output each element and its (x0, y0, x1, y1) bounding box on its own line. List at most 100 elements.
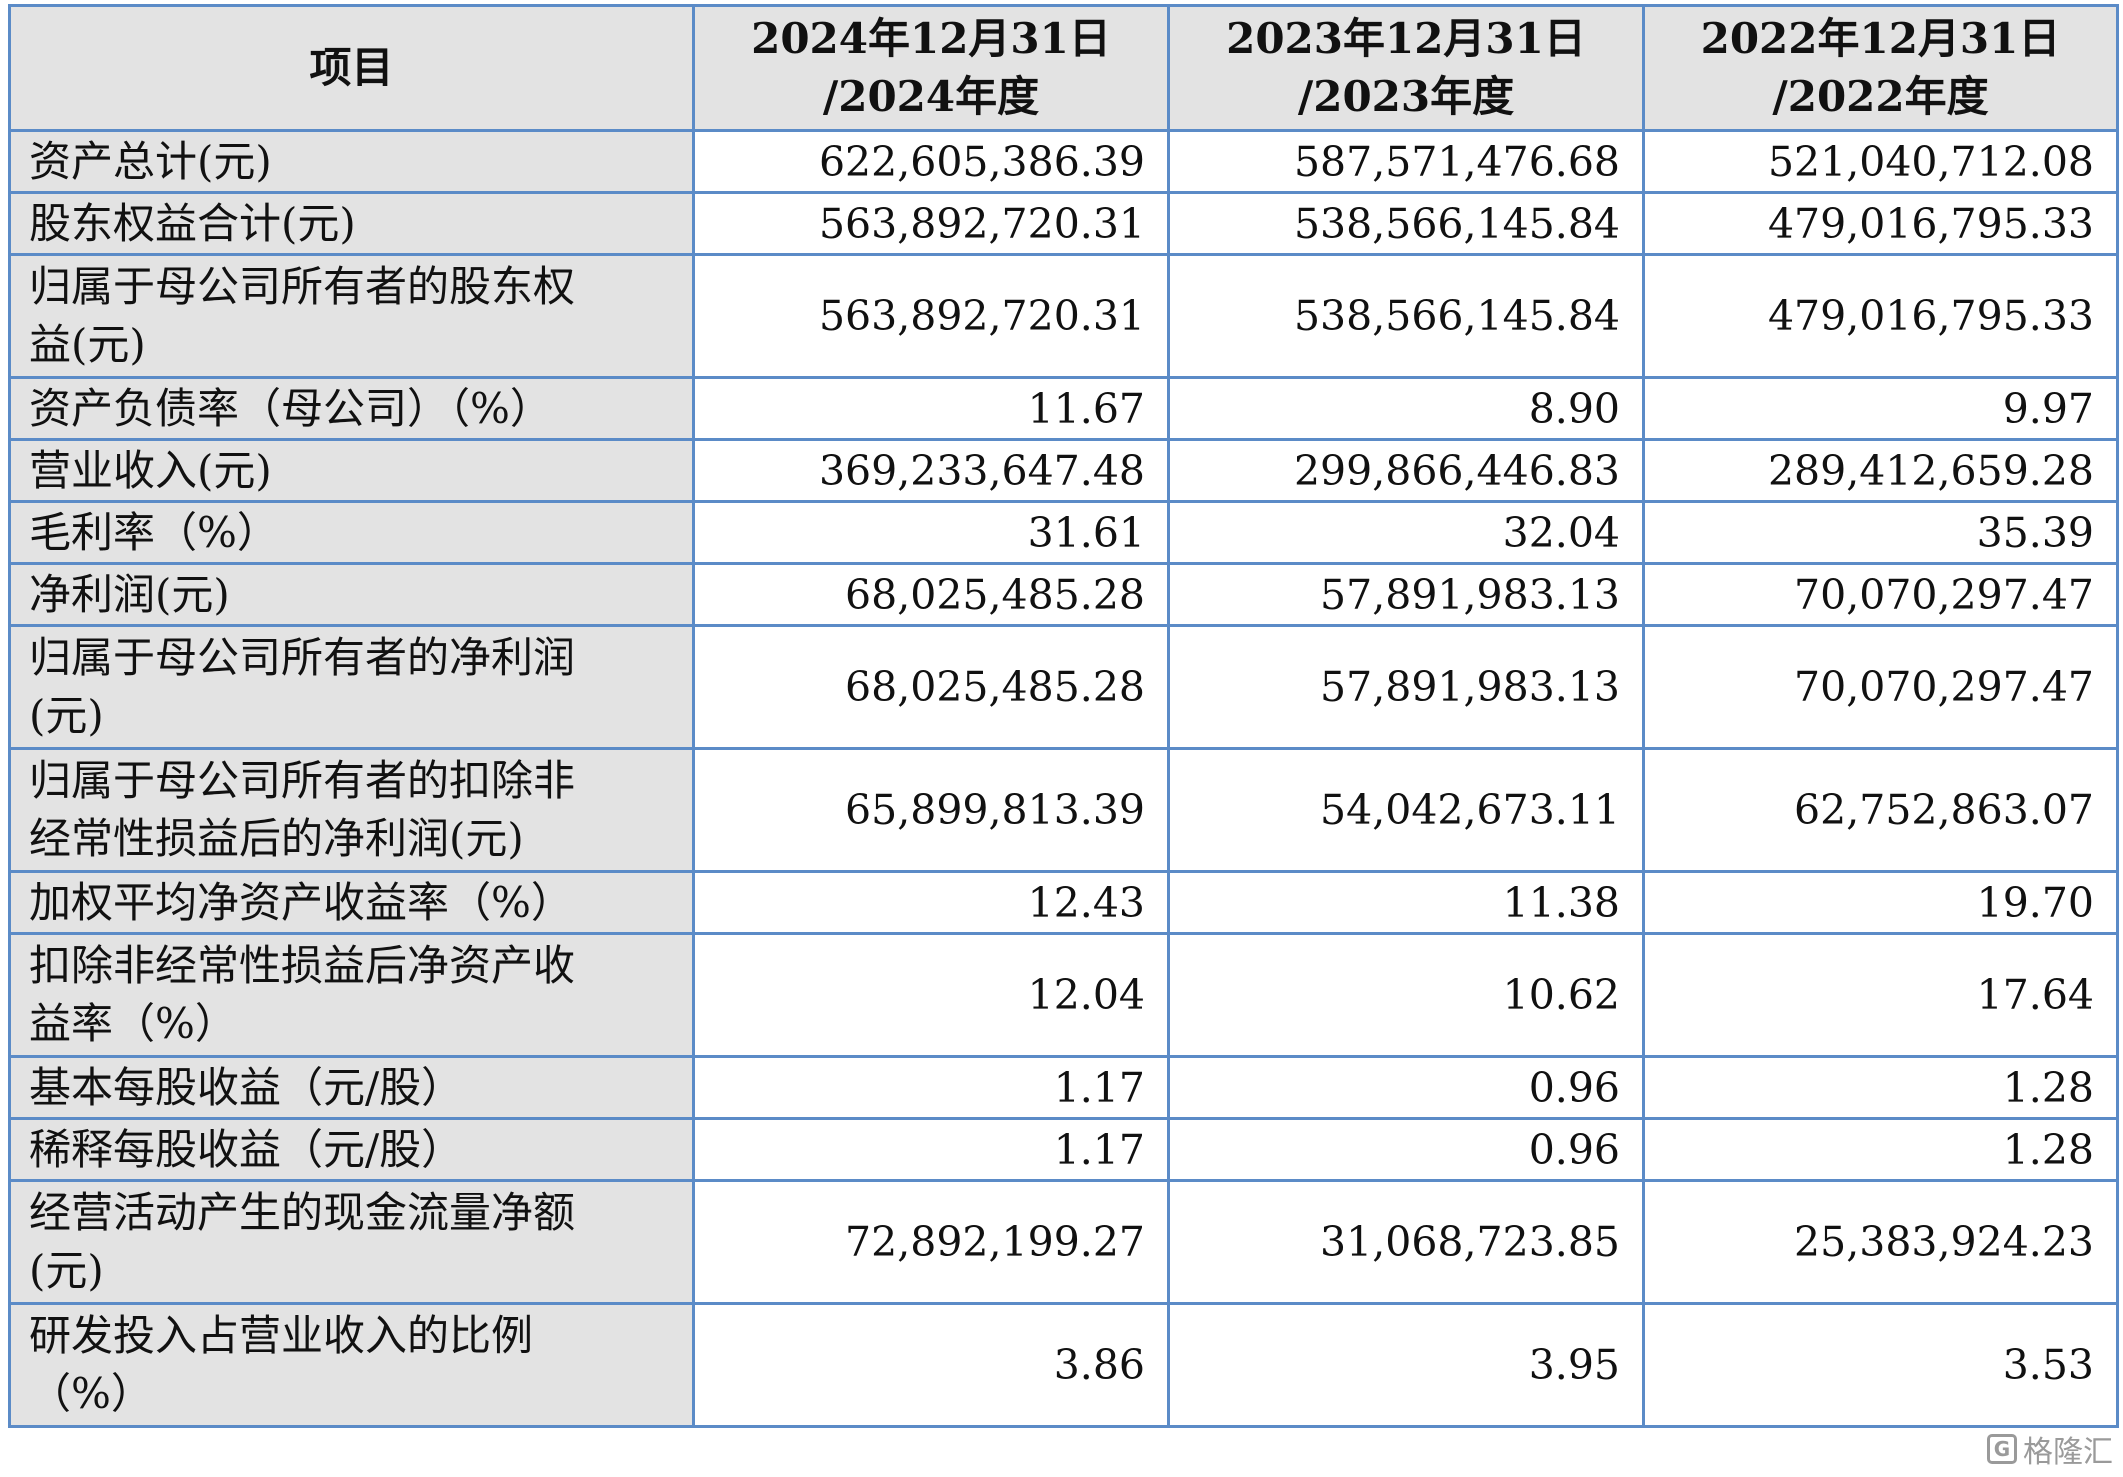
value-cell: 32.04 (1167, 500, 1645, 565)
value-cell: 299,866,446.83 (1167, 438, 1645, 503)
financial-table: 项目 2024年12月31日/2024年度 2023年12月31日/2023年度… (8, 4, 2119, 1428)
row-label-line: 归属于母公司所有者的扣除非 (29, 756, 576, 805)
header-2024: 2024年12月31日/2024年度 (692, 4, 1170, 132)
value-cell: 1.17 (692, 1117, 1170, 1182)
value-cell: 11.67 (692, 376, 1170, 441)
value-cell: 31,068,723.85 (1167, 1179, 1645, 1305)
row-label: 资产总计(元) (8, 129, 695, 194)
row-label-line: 基本每股收益（元/股） (29, 1062, 464, 1112)
value-cell: 68,025,485.28 (692, 624, 1170, 750)
row-label-line: 资产总计(元) (29, 136, 272, 186)
row-label-line: 稀释每股收益（元/股） (29, 1124, 464, 1174)
row-label-line: 净利润(元) (29, 569, 230, 619)
table-row: 稀释每股收益（元/股） 1.17 0.96 1.28 (8, 1117, 2119, 1182)
value-cell: 3.53 (1642, 1302, 2119, 1428)
value-cell: 11.38 (1167, 870, 1645, 935)
value-cell: 479,016,795.33 (1642, 253, 2119, 379)
header-line: 2024年12月31日 (751, 14, 1111, 63)
row-label: 加权平均净资产收益率（%） (8, 870, 695, 935)
value-cell: 9.97 (1642, 376, 2119, 441)
value-cell: 68,025,485.28 (692, 562, 1170, 627)
row-label-line: 营业收入(元) (29, 445, 272, 495)
row-label-line: 经营活动产生的现金流量净额 (29, 1188, 576, 1237)
watermark-text: 格隆汇 (2023, 1435, 2113, 1470)
value-cell: 3.86 (692, 1302, 1170, 1428)
value-cell: 0.96 (1167, 1055, 1645, 1120)
row-label-line: 经常性损益后的净利润(元) (29, 814, 524, 863)
header-line: /2024年度 (822, 72, 1040, 121)
row-label-line: (元) (29, 1246, 104, 1295)
table-row: 归属于母公司所有者的扣除非 经常性损益后的净利润(元) 65,899,813.39 5… (8, 747, 2119, 873)
value-cell: 72,892,199.27 (692, 1179, 1170, 1305)
row-label: 扣除非经常性损益后净资产收 益率（%） (8, 932, 695, 1058)
table-row: 资产总计(元) 622,605,386.39 587,571,476.68 521,0… (8, 129, 2119, 194)
row-label-line: 扣除非经常性损益后净资产收 (29, 941, 576, 990)
value-cell: 0.96 (1167, 1117, 1645, 1182)
header-line: /2023年度 (1297, 72, 1515, 121)
value-cell: 369,233,647.48 (692, 438, 1170, 503)
table-row: 研发投入占营业收入的比例 （%） 3.86 3.95 3.53 (8, 1302, 2119, 1428)
value-cell: 25,383,924.23 (1642, 1179, 2119, 1305)
row-label: 稀释每股收益（元/股） (8, 1117, 695, 1182)
value-cell: 8.90 (1167, 376, 1645, 441)
row-label-line: 归属于母公司所有者的净利润 (29, 633, 576, 682)
value-cell: 12.43 (692, 870, 1170, 935)
table-row: 股东权益合计(元) 563,892,720.31 538,566,145.84 479… (8, 191, 2119, 256)
value-cell: 35.39 (1642, 500, 2119, 565)
row-label: 毛利率（%） (8, 500, 695, 565)
row-label: 股东权益合计(元) (8, 191, 695, 256)
table-row: 归属于母公司所有者的净利润 (元) 68,025,485.28 57,891,983.… (8, 624, 2119, 750)
table-row: 净利润(元) 68,025,485.28 57,891,983.13 70,070,2… (8, 562, 2119, 627)
row-label-line: 加权平均净资产收益率（%） (29, 877, 573, 927)
logo-icon: G (1987, 1434, 2017, 1464)
value-cell: 3.95 (1167, 1302, 1645, 1428)
value-cell: 1.28 (1642, 1117, 2119, 1182)
row-label-line: 资产负债率（母公司）（%） (29, 383, 552, 433)
value-cell: 563,892,720.31 (692, 253, 1170, 379)
row-label: 经营活动产生的现金流量净额 (元) (8, 1179, 695, 1305)
row-label: 归属于母公司所有者的净利润 (元) (8, 624, 695, 750)
value-cell: 538,566,145.84 (1167, 191, 1645, 256)
value-cell: 31.61 (692, 500, 1170, 565)
value-cell: 70,070,297.47 (1642, 562, 2119, 627)
row-label-line: 益率（%） (29, 999, 237, 1048)
header-item: 项目 (8, 4, 695, 132)
table-row: 营业收入(元) 369,233,647.48 299,866,446.83 289,4… (8, 438, 2119, 503)
header-line: 2023年12月31日 (1226, 14, 1586, 63)
value-cell: 563,892,720.31 (692, 191, 1170, 256)
value-cell: 54,042,673.11 (1167, 747, 1645, 873)
header-line: /2022年度 (1772, 72, 1989, 121)
table-row: 归属于母公司所有者的股东权 益(元) 563,892,720.31 538,566,1… (8, 253, 2119, 379)
header-line: 项目 (309, 43, 394, 92)
row-label-line: （%） (29, 1369, 153, 1418)
row-label-line: 毛利率（%） (29, 507, 279, 557)
value-cell: 57,891,983.13 (1167, 624, 1645, 750)
watermark: G 格隆汇 (1987, 1427, 2113, 1471)
table-row: 毛利率（%） 31.61 32.04 35.39 (8, 500, 2119, 565)
table-row: 扣除非经常性损益后净资产收 益率（%） 12.04 10.62 17.64 (8, 932, 2119, 1058)
row-label: 基本每股收益（元/股） (8, 1055, 695, 1120)
table-row: 资产负债率（母公司）（%） 11.67 8.90 9.97 (8, 376, 2119, 441)
header-2023: 2023年12月31日/2023年度 (1167, 4, 1645, 132)
header-2022: 2022年12月31日/2022年度 (1642, 4, 2119, 132)
value-cell: 1.28 (1642, 1055, 2119, 1120)
row-label-line: 益(元) (29, 320, 146, 369)
value-cell: 57,891,983.13 (1167, 562, 1645, 627)
row-label: 归属于母公司所有者的扣除非 经常性损益后的净利润(元) (8, 747, 695, 873)
row-label-line: 归属于母公司所有者的股东权 (29, 262, 576, 311)
header-row: 项目 2024年12月31日/2024年度 2023年12月31日/2023年度… (8, 4, 2119, 132)
value-cell: 587,571,476.68 (1167, 129, 1645, 194)
value-cell: 10.62 (1167, 932, 1645, 1058)
value-cell: 19.70 (1642, 870, 2119, 935)
row-label: 资产负债率（母公司）（%） (8, 376, 695, 441)
row-label: 归属于母公司所有者的股东权 益(元) (8, 253, 695, 379)
row-label: 营业收入(元) (8, 438, 695, 503)
value-cell: 17.64 (1642, 932, 2119, 1058)
value-cell: 622,605,386.39 (692, 129, 1170, 194)
row-label: 净利润(元) (8, 562, 695, 627)
value-cell: 1.17 (692, 1055, 1170, 1120)
value-cell: 62,752,863.07 (1642, 747, 2119, 873)
value-cell: 70,070,297.47 (1642, 624, 2119, 750)
table-row: 基本每股收益（元/股） 1.17 0.96 1.28 (8, 1055, 2119, 1120)
value-cell: 521,040,712.08 (1642, 129, 2119, 194)
